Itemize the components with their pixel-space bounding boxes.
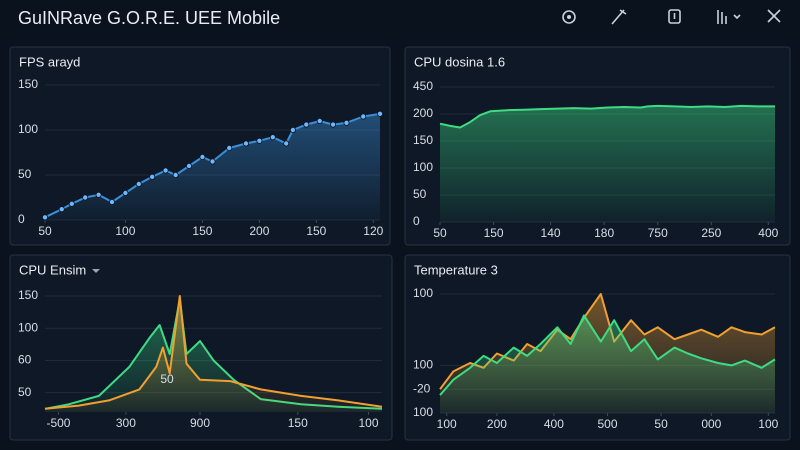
x-tick-label: 150 [484, 226, 504, 240]
y-tick-label: 60 [18, 353, 32, 367]
area-fill [440, 315, 775, 413]
point-marker [149, 173, 156, 180]
x-tick-label: 400 [758, 226, 778, 240]
series-line [439, 104, 775, 129]
settings-menu[interactable] [717, 10, 741, 24]
annotation: 50 [160, 372, 174, 386]
point-marker [256, 137, 263, 144]
point-marker [343, 119, 350, 126]
x-tick-label: 400 [544, 417, 564, 431]
x-tick-label: 150 [306, 224, 326, 238]
x-tick-label: 100 [758, 417, 778, 431]
x-tick-label: 150 [288, 416, 308, 430]
point-marker [109, 198, 116, 205]
tool-button[interactable] [611, 9, 627, 25]
area-fill [440, 105, 775, 222]
chart-panel: FPS arayd 0 50 100 150 50 100 150 200 150 120 [9, 46, 391, 246]
point-marker [135, 180, 142, 187]
refresh-button[interactable] [562, 10, 576, 24]
point-marker [95, 191, 102, 198]
area-fill [45, 296, 382, 412]
area-fill [45, 113, 380, 220]
chart-panel: Temperature 3 100 -20 100 100 100 200 400 500 50 0… [404, 254, 791, 441]
point-marker [186, 162, 193, 169]
point-marker [122, 189, 129, 196]
point-marker [226, 144, 233, 151]
y-tick-label: 450 [413, 79, 433, 93]
app-title: GuINRave G.O.R.E. UEE Mobile [18, 8, 280, 28]
close-button[interactable] [767, 9, 781, 23]
point-marker [172, 171, 179, 178]
point-marker [199, 153, 206, 160]
point-marker [162, 167, 169, 174]
y-tick-label: 100 [413, 405, 433, 419]
x-tick-label: 50 [38, 224, 52, 238]
series-line [439, 314, 776, 396]
y-tick-label: 0 [413, 214, 420, 228]
toolbar [562, 9, 781, 25]
point-marker [42, 214, 49, 221]
x-tick-label: 100 [359, 416, 379, 430]
point-marker [376, 110, 383, 117]
panel-title: CPU Ensim [19, 262, 86, 277]
y-tick-label: 100 [413, 160, 433, 174]
point-marker [330, 121, 337, 128]
point-marker [360, 113, 367, 120]
x-tick-label: 50 [654, 417, 668, 431]
y-tick-label: 0 [18, 212, 25, 226]
y-tick-label: 100 [18, 320, 38, 334]
chart-panel: CPU Ensim 50 60 100 150 -500 300 900 150 100 50 [9, 254, 393, 441]
x-tick-label: 000 [701, 417, 721, 431]
panel-title: CPU dosina 1.6 [414, 54, 505, 69]
x-tick-label: 200 [249, 224, 269, 238]
series-line [44, 295, 383, 410]
x-tick-label: 100 [115, 224, 135, 238]
x-tick-label: 900 [190, 416, 210, 430]
point-marker [209, 158, 216, 165]
y-tick-label: 100 [413, 358, 433, 372]
point-marker [58, 206, 65, 213]
point-marker [242, 140, 249, 147]
area-fill [45, 299, 382, 412]
x-tick-label: 300 [116, 416, 136, 430]
point-marker [68, 200, 75, 207]
y-tick-label: 50 [18, 385, 32, 399]
point-marker [316, 118, 323, 125]
y-tick-label: 50 [413, 187, 427, 201]
point-marker [303, 121, 310, 128]
y-tick-label: 150 [18, 77, 38, 91]
y-tick-label: 50 [18, 167, 32, 181]
point-marker [289, 127, 296, 134]
panel-title: Temperature 3 [414, 262, 498, 277]
y-tick-label: 150 [413, 133, 433, 147]
share-button[interactable] [668, 9, 681, 24]
panel-title: FPS arayd [19, 54, 80, 69]
x-tick-label: 100 [437, 417, 457, 431]
chart-panel: CPU dosina 1.6 0 50 100 150 200 450 50 150 140 180… [404, 46, 791, 246]
dropdown-caret[interactable] [92, 269, 100, 273]
x-tick-label: 50 [433, 226, 447, 240]
x-tick-label: -500 [46, 416, 70, 430]
x-tick-label: 500 [597, 417, 617, 431]
y-tick-label: -20 [413, 381, 431, 395]
x-tick-label: 120 [363, 224, 383, 238]
x-tick-label: 150 [192, 224, 212, 238]
point-marker [283, 140, 290, 147]
series-line [439, 293, 776, 390]
y-tick-label: 100 [413, 286, 433, 300]
x-tick-label: 750 [648, 226, 668, 240]
point-marker [82, 194, 89, 201]
x-tick-label: 180 [594, 226, 614, 240]
x-tick-label: 200 [487, 417, 507, 431]
y-tick-label: 100 [18, 122, 38, 136]
x-tick-label: 140 [541, 226, 561, 240]
y-tick-label: 150 [18, 288, 38, 302]
x-tick-label: 250 [701, 226, 721, 240]
point-marker [269, 134, 276, 141]
y-tick-label: 200 [413, 106, 433, 120]
